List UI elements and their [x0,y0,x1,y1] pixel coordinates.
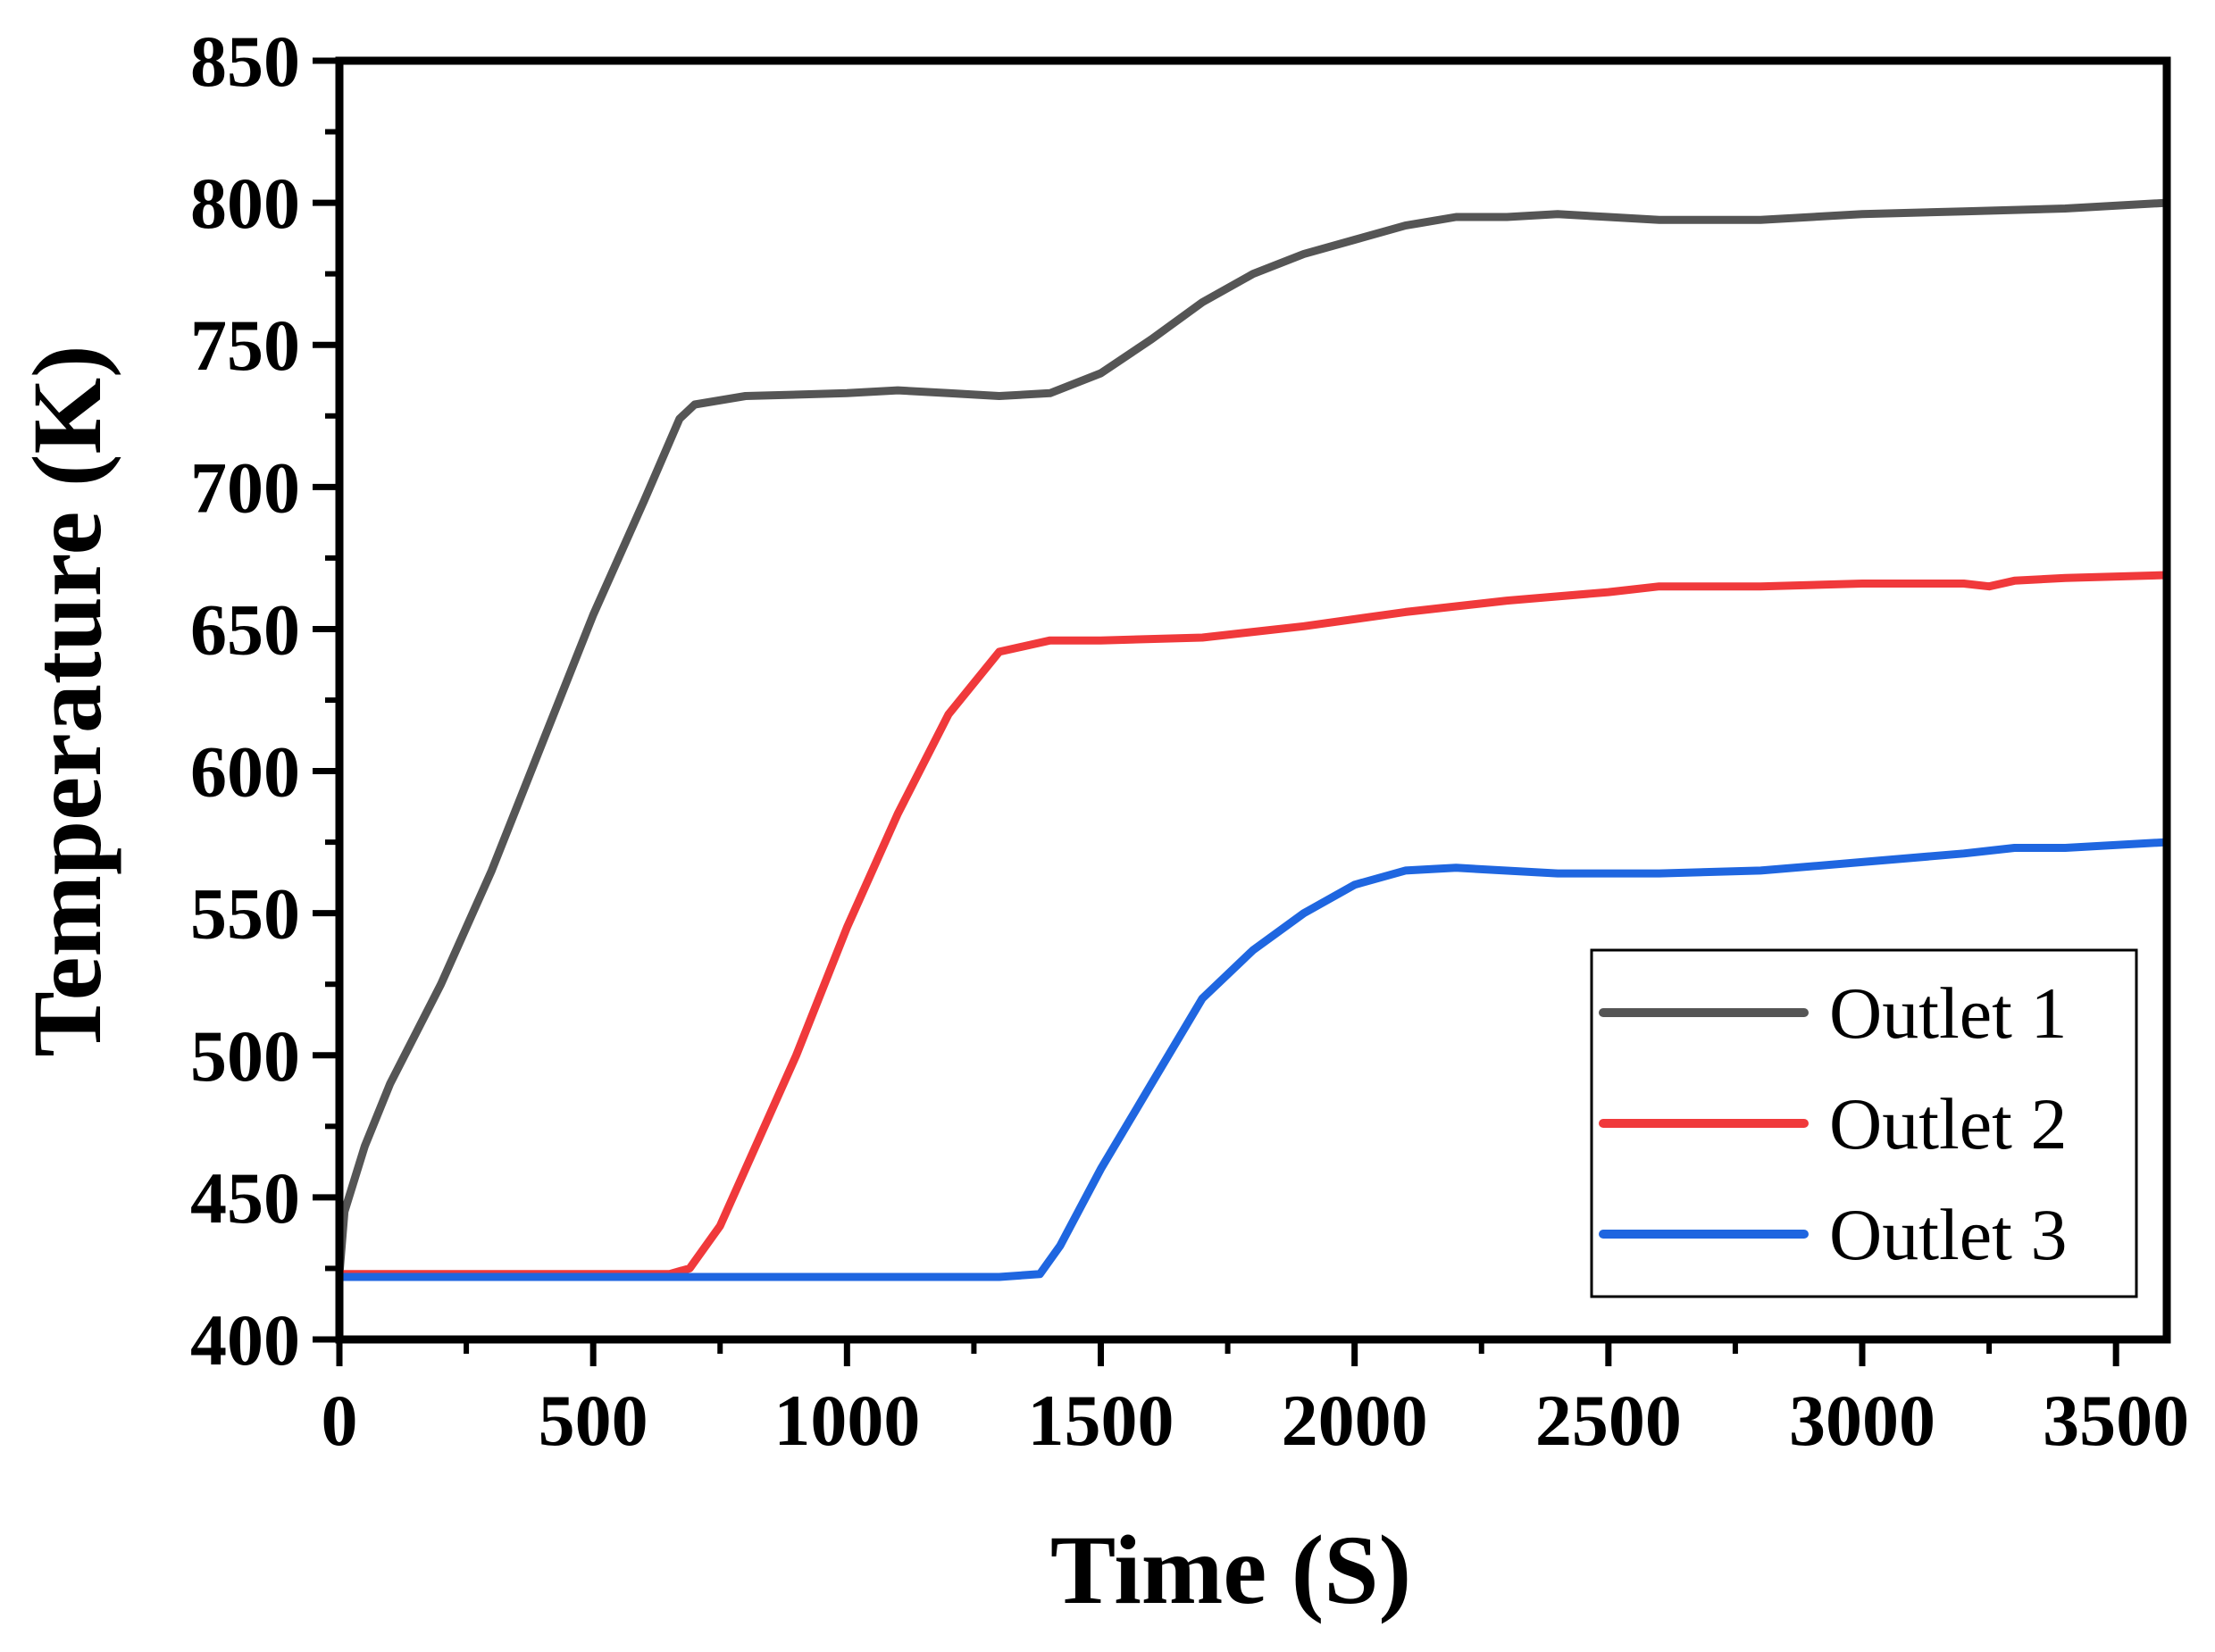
y-tick-label: 450 [190,1157,300,1239]
y-tick-label: 650 [190,588,300,670]
series-line-outlet-1 [335,198,2171,1279]
legend-label-outlet-1: Outlet 1 [1829,972,2067,1054]
x-tick-label: 3500 [2043,1380,2189,1461]
y-tick-label: 600 [190,731,300,813]
y-tick-labels: 400 450 500 550 600 650 700 750 800 850 [190,21,300,1381]
y-tick-label: 800 [190,163,300,244]
x-tick-label: 500 [539,1380,648,1461]
x-tick-label: 2000 [1282,1380,1428,1461]
legend-label-outlet-2: Outlet 2 [1829,1083,2067,1164]
y-tick-label: 400 [190,1299,300,1381]
y-tick-label: 550 [190,873,300,955]
y-tick-label: 500 [190,1015,300,1097]
y-tick-label: 850 [190,21,300,102]
plot-frame [335,56,2171,1344]
x-tick-label: 1500 [1028,1380,1174,1461]
x-tick-labels: 0 500 1000 1500 2000 2500 3000 3500 [322,1380,2190,1461]
legend: Outlet 1 Outlet 2 Outlet 3 [1590,948,2138,1298]
x-tick-label: 0 [322,1380,358,1461]
x-tick-label: 1000 [773,1380,920,1461]
series-group [335,198,2171,1281]
series-line-outlet-3 [335,838,2171,1281]
legend-label-outlet-3: Outlet 3 [1829,1194,2067,1275]
x-axis-title: Time (S) [1050,1515,1411,1624]
x-tick-label: 3000 [1789,1380,1935,1461]
series-line-outlet-2 [335,571,2171,1279]
y-axis-title: Temperature (K) [13,345,121,1056]
y-tick-label: 700 [190,446,300,528]
x-tick-label: 2500 [1535,1380,1682,1461]
y-tick-label: 750 [190,305,300,386]
